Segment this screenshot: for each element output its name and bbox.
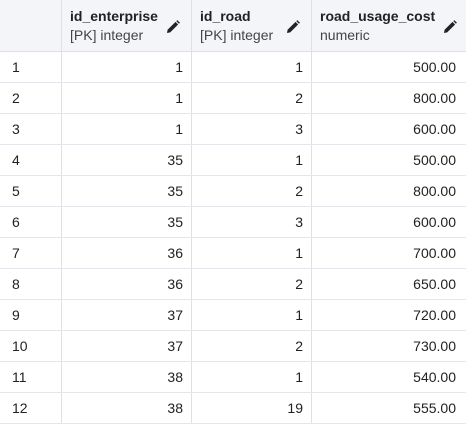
cell-id-enterprise[interactable]: 35 <box>62 207 192 237</box>
cell-id-road[interactable]: 2 <box>192 269 312 299</box>
table-row[interactable]: 12 38 19 555.00 <box>0 393 466 424</box>
table-row[interactable]: 8 36 2 650.00 <box>0 269 466 300</box>
row-number[interactable]: 5 <box>0 176 62 206</box>
column-header-id-road[interactable]: id_road [PK] integer <box>192 0 312 51</box>
pencil-icon[interactable] <box>442 19 458 35</box>
cell-id-road[interactable]: 2 <box>192 176 312 206</box>
cell-road-usage-cost[interactable]: 800.00 <box>413 90 456 106</box>
cell-road-usage-cost[interactable]: 650.00 <box>413 276 456 292</box>
row-number[interactable]: 9 <box>0 300 62 330</box>
cell-road-usage-cost[interactable]: 555.00 <box>413 400 456 416</box>
cell-id-road[interactable]: 3 <box>192 207 312 237</box>
cell-id-road[interactable]: 2 <box>192 83 312 113</box>
cell-id-enterprise[interactable]: 38 <box>62 393 192 423</box>
cell-id-enterprise[interactable]: 36 <box>62 238 192 268</box>
cell-id-enterprise[interactable]: 1 <box>62 83 192 113</box>
table-row[interactable]: 3 1 3 600.00 <box>0 114 466 145</box>
column-header-id-enterprise[interactable]: id_enterprise [PK] integer <box>62 0 192 51</box>
row-number[interactable]: 7 <box>0 238 62 268</box>
row-number[interactable]: 2 <box>0 83 62 113</box>
row-number[interactable]: 1 <box>0 52 62 82</box>
cell-id-road[interactable]: 1 <box>192 362 312 392</box>
cell-road-usage-cost[interactable]: 540.00 <box>413 369 456 385</box>
row-number[interactable]: 4 <box>0 145 62 175</box>
row-number[interactable]: 11 <box>0 362 62 392</box>
row-number[interactable]: 3 <box>0 114 62 144</box>
cell-id-enterprise[interactable]: 37 <box>62 300 192 330</box>
cell-id-enterprise[interactable]: 35 <box>62 145 192 175</box>
row-number[interactable]: 10 <box>0 331 62 361</box>
row-number[interactable]: 12 <box>0 393 62 423</box>
column-type: [PK] integer <box>200 27 274 43</box>
cell-id-road[interactable]: 1 <box>192 238 312 268</box>
cell-road-usage-cost[interactable]: 500.00 <box>413 152 456 168</box>
table-row[interactable]: 9 37 1 720.00 <box>0 300 466 331</box>
table-row[interactable]: 1 1 1 500.00 <box>0 52 466 83</box>
table-row[interactable]: 2 1 2 800.00 <box>0 83 466 114</box>
cell-road-usage-cost[interactable]: 730.00 <box>413 338 456 354</box>
cell-id-enterprise[interactable]: 37 <box>62 331 192 361</box>
cell-id-road[interactable]: 3 <box>192 114 312 144</box>
cell-id-enterprise[interactable]: 36 <box>62 269 192 299</box>
column-type: numeric <box>320 27 370 43</box>
table-row[interactable]: 4 35 1 500.00 <box>0 145 466 176</box>
cell-road-usage-cost[interactable]: 720.00 <box>413 307 456 323</box>
cell-id-road[interactable]: 1 <box>192 145 312 175</box>
table-row[interactable]: 11 38 1 540.00 <box>0 362 466 393</box>
cell-id-road[interactable]: 19 <box>192 393 312 423</box>
table-row[interactable]: 6 35 3 600.00 <box>0 207 466 238</box>
cell-road-usage-cost[interactable]: 500.00 <box>413 59 456 75</box>
cell-id-enterprise[interactable]: 1 <box>62 114 192 144</box>
pencil-icon[interactable] <box>165 19 181 35</box>
cell-id-enterprise[interactable]: 38 <box>62 362 192 392</box>
row-number[interactable]: 6 <box>0 207 62 237</box>
cell-road-usage-cost[interactable]: 700.00 <box>413 245 456 261</box>
cell-road-usage-cost[interactable]: 800.00 <box>413 183 456 199</box>
grid-header-row: id_enterprise [PK] integer id_road [PK] … <box>0 0 466 52</box>
cell-id-enterprise[interactable]: 1 <box>62 52 192 82</box>
table-row[interactable]: 10 37 2 730.00 <box>0 331 466 362</box>
column-name: id_enterprise <box>70 8 158 24</box>
cell-road-usage-cost[interactable]: 600.00 <box>413 214 456 230</box>
pencil-icon[interactable] <box>285 19 301 35</box>
cell-id-road[interactable]: 1 <box>192 52 312 82</box>
column-header-road-usage-cost[interactable]: road_usage_cost numeric <box>312 0 466 51</box>
cell-id-road[interactable]: 1 <box>192 300 312 330</box>
table-row[interactable]: 5 35 2 800.00 <box>0 176 466 207</box>
column-name: road_usage_cost <box>320 8 436 24</box>
row-number[interactable]: 8 <box>0 269 62 299</box>
row-number-header[interactable] <box>0 0 62 51</box>
table-row[interactable]: 7 36 1 700.00 <box>0 238 466 269</box>
column-type: [PK] integer <box>70 27 144 43</box>
column-name: id_road <box>200 8 251 24</box>
cell-road-usage-cost[interactable]: 600.00 <box>413 121 456 137</box>
cell-id-road[interactable]: 2 <box>192 331 312 361</box>
cell-id-enterprise[interactable]: 35 <box>62 176 192 206</box>
